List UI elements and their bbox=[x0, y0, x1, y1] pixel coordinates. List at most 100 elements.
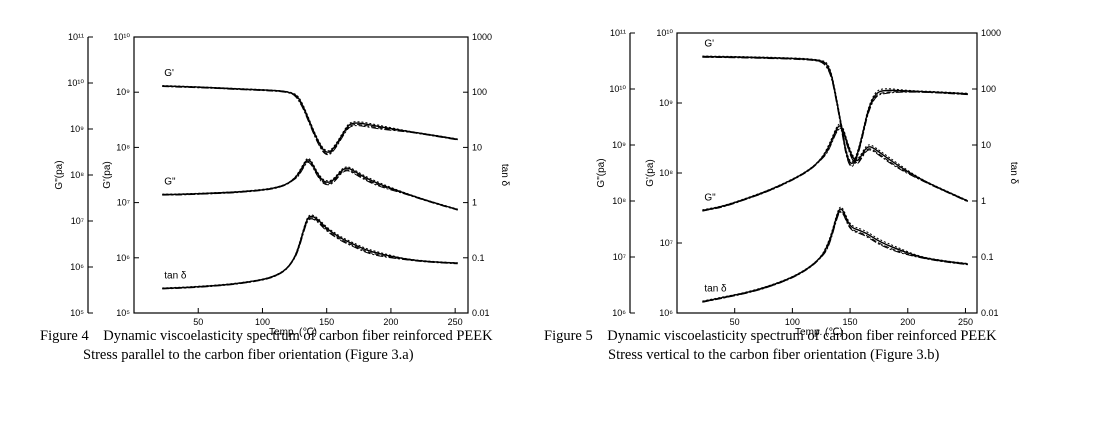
outer-y-tick-label: 10⁹ bbox=[612, 140, 626, 150]
x-tick-label: 250 bbox=[958, 317, 973, 327]
figure-4-chart: 10⁵10⁶10⁷10⁸10⁹10¹⁰10¹¹10⁵10⁶10⁷10⁸10⁹10… bbox=[54, 32, 510, 338]
right-y-tick-label: 1 bbox=[981, 196, 986, 206]
series-0 bbox=[162, 85, 458, 156]
series-line bbox=[702, 56, 968, 167]
figure-4-caption: Figure 4 Dynamic viscoelasticity spectru… bbox=[40, 327, 493, 365]
series-2 bbox=[162, 214, 458, 290]
figure-4: 10⁵ 10⁶ 10⁷ 10⁸ 10⁹ 10¹⁰ 10¹¹ 10⁵ 10⁶ 10⁷ 10⁸ 10⁹ 10… bbox=[0, 0, 550, 425]
outer-y-tick-label: 10⁶ bbox=[612, 308, 626, 318]
series-line bbox=[702, 206, 968, 302]
inner-y-tick-label: 10⁵ bbox=[116, 308, 130, 318]
inner-y-tick-label: 10⁶ bbox=[659, 308, 673, 318]
right-y-tick-label: 1000 bbox=[981, 28, 1001, 38]
right-y-tick-label: 0.1 bbox=[472, 253, 485, 263]
right-y-tick-label: 10 bbox=[472, 142, 482, 152]
outer-y-tick-label: 10¹¹ bbox=[68, 32, 84, 42]
series-line bbox=[702, 56, 968, 166]
series-line bbox=[162, 217, 458, 290]
right-y-tick-label: 10 bbox=[981, 140, 991, 150]
right-y-tick-label: 1000 bbox=[472, 32, 492, 42]
series-line bbox=[162, 215, 458, 289]
figure-4-number: Figure 4 bbox=[40, 328, 89, 344]
series-line bbox=[702, 128, 969, 212]
series-label: G" bbox=[704, 192, 716, 203]
inner-y-tick-label: 10⁷ bbox=[660, 238, 673, 248]
series-1 bbox=[702, 123, 969, 212]
inner-y-tick-label: 10⁶ bbox=[116, 253, 130, 263]
outer-y-axis-label: G"(pa) bbox=[54, 160, 65, 189]
series-line bbox=[702, 127, 969, 212]
series-line bbox=[162, 85, 458, 153]
series-line bbox=[702, 210, 968, 303]
inner-y-tick-label: 10⁷ bbox=[117, 198, 130, 208]
outer-y-tick-label: 10¹⁰ bbox=[67, 78, 84, 88]
inner-y-tick-label: 10⁸ bbox=[116, 142, 130, 152]
series-line bbox=[702, 125, 969, 212]
plot-frame bbox=[676, 32, 978, 314]
inner-y-tick-label: 10¹⁰ bbox=[656, 28, 673, 38]
series-line bbox=[162, 86, 458, 156]
inner-y-tick-label: 10⁹ bbox=[116, 87, 130, 97]
inner-y-tick-label: 10⁸ bbox=[659, 168, 673, 178]
figure-4-subtitle: Stress parallel to the carbon fiber orie… bbox=[83, 347, 414, 363]
outer-y-tick-label: 10⁵ bbox=[70, 308, 84, 318]
right-y-axis-label: tan δ bbox=[1008, 162, 1019, 185]
outer-y-tick-label: 10⁷ bbox=[613, 252, 626, 262]
outer-y-tick-label: 10⁹ bbox=[70, 124, 84, 134]
series-line bbox=[162, 218, 458, 290]
series-line bbox=[702, 55, 968, 164]
right-y-tick-label: 100 bbox=[472, 87, 487, 97]
series-line bbox=[702, 123, 969, 211]
series-line bbox=[702, 208, 968, 303]
figure-5-chart: 10⁶ 10⁷ 10⁸ 10⁹ 10¹⁰ 10¹¹ 10⁶ 10⁷ 10⁸ 10⁹ 10¹⁰ 0.01… bbox=[596, 28, 1019, 338]
x-tick-label: 250 bbox=[448, 317, 463, 327]
x-tick-label: 200 bbox=[383, 317, 398, 327]
series-line bbox=[162, 85, 458, 152]
x-tick-label: 200 bbox=[900, 317, 915, 327]
series-2 bbox=[702, 206, 968, 303]
outer-y-tick-label: 10¹¹ bbox=[610, 28, 626, 38]
plot-frame bbox=[133, 36, 469, 314]
inner-y-tick-label: 10¹⁰ bbox=[113, 32, 130, 42]
series-line bbox=[702, 211, 968, 303]
series-label: G" bbox=[164, 177, 176, 188]
x-axis-label: Temp. (℃) bbox=[269, 327, 317, 338]
series-0 bbox=[702, 55, 968, 167]
right-y-tick-label: 1 bbox=[472, 198, 477, 208]
series-label: tan δ bbox=[164, 270, 187, 281]
series-line bbox=[162, 159, 458, 211]
series-line bbox=[702, 55, 968, 162]
figure-4-title: Dynamic viscoelasticity spectrum of carb… bbox=[103, 328, 493, 344]
series-label: G' bbox=[164, 68, 174, 79]
series-label: G' bbox=[704, 39, 714, 50]
outer-y-tick-label: 10¹⁰ bbox=[609, 84, 626, 94]
x-tick-label: 100 bbox=[785, 317, 800, 327]
right-y-tick-label: 0.1 bbox=[981, 252, 994, 262]
figure-5: 10⁶ 10⁷ 10⁸ 10⁹ 10¹⁰ 10¹¹ 10⁶ 10⁷ 10⁸ 10⁹ 10¹⁰ 0.01… bbox=[544, 0, 1105, 425]
series-line bbox=[162, 157, 458, 210]
series-line bbox=[162, 160, 458, 211]
outer-y-tick-label: 10⁸ bbox=[70, 170, 84, 180]
x-tick-label: 150 bbox=[319, 317, 334, 327]
figure-5-caption: Figure 5 Dynamic viscoelasticity spectru… bbox=[544, 327, 997, 365]
x-axis-label: Temp. (℃) bbox=[795, 327, 843, 338]
right-y-axis-label: tan δ bbox=[499, 164, 510, 187]
x-tick-label: 150 bbox=[843, 317, 858, 327]
series-line bbox=[162, 85, 458, 155]
outer-y-axis-label: G"(pa) bbox=[596, 158, 607, 187]
series-line bbox=[162, 214, 458, 289]
right-y-tick-label: 0.01 bbox=[472, 308, 490, 318]
inner-y-axis-label: G'(pa) bbox=[645, 159, 656, 186]
x-tick-label: 100 bbox=[255, 317, 270, 327]
outer-y-tick-label: 10⁸ bbox=[612, 196, 626, 206]
x-tick-label: 50 bbox=[730, 317, 740, 327]
right-y-tick-label: 100 bbox=[981, 84, 996, 94]
figure-5-title: Dynamic viscoelasticity spectrum of carb… bbox=[607, 328, 997, 344]
right-y-tick-label: 0.01 bbox=[981, 308, 999, 318]
inner-y-tick-label: 10⁹ bbox=[659, 98, 673, 108]
figure-5-number: Figure 5 bbox=[544, 328, 593, 344]
x-tick-label: 50 bbox=[193, 317, 203, 327]
outer-y-tick-label: 10⁶ bbox=[70, 262, 84, 272]
inner-y-axis-label: G'(pa) bbox=[102, 161, 113, 188]
series-1 bbox=[162, 157, 458, 211]
